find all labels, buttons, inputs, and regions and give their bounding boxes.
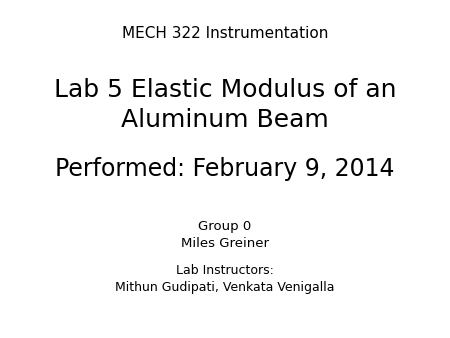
Text: MECH 322 Instrumentation: MECH 322 Instrumentation [122,26,328,41]
Text: Performed: February 9, 2014: Performed: February 9, 2014 [55,157,395,181]
Text: Group 0
Miles Greiner: Group 0 Miles Greiner [181,220,269,250]
Text: Lab Instructors:
Mithun Gudipati, Venkata Venigalla: Lab Instructors: Mithun Gudipati, Venkat… [115,264,335,294]
Text: Lab 5 Elastic Modulus of an
Aluminum Beam: Lab 5 Elastic Modulus of an Aluminum Bea… [54,78,396,131]
